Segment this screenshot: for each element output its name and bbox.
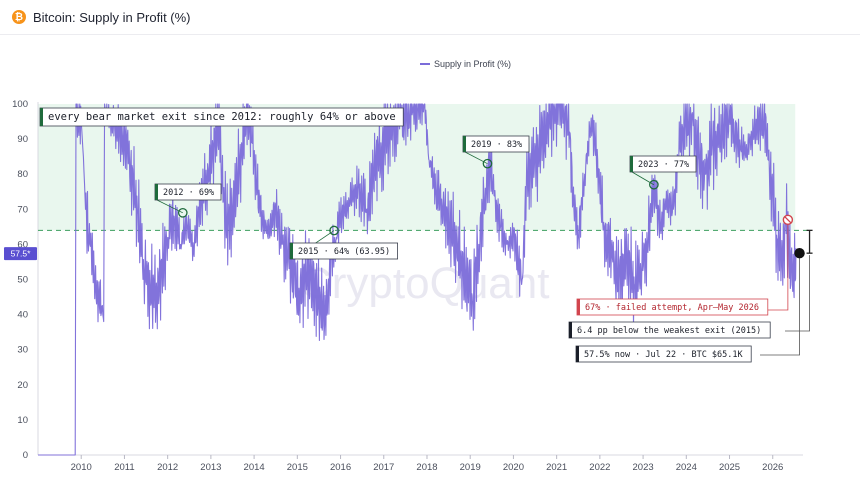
- annotation-marker: [649, 179, 659, 190]
- x-tick-label: 2020: [503, 462, 524, 473]
- failed-attempt-cross: [784, 216, 792, 224]
- gap-connector: [785, 255, 810, 332]
- now-label-accent: [576, 346, 579, 362]
- x-tick-label: 2010: [71, 462, 92, 473]
- y-tick-label: 80: [17, 169, 28, 180]
- x-tick-label: 2025: [719, 462, 740, 473]
- current-value-badge-text: 57.5*: [11, 248, 32, 258]
- x-tick-label: 2013: [200, 462, 221, 473]
- x-tick-label: 2017: [373, 462, 394, 473]
- chart-title: Bitcoin: Supply in Profit (%): [33, 9, 191, 25]
- failed-attempt-label-accent: [577, 299, 580, 315]
- annotation-label-2-accent: [463, 136, 466, 152]
- gap-note-label-text: 6.4 pp below the weakest exit (2015): [577, 326, 761, 336]
- annotation-label-3: 2023 · 77%: [629, 155, 697, 173]
- x-tick-label: 2019: [460, 462, 481, 473]
- annotation-label-3-text: 2023 · 77%: [638, 160, 689, 170]
- y-tick-label: 20: [17, 380, 28, 391]
- x-tick-label: 2015: [287, 462, 308, 473]
- x-tick-label: 2014: [244, 462, 265, 473]
- y-tick-label: 100: [12, 99, 28, 110]
- failed-attempt-connector: [760, 224, 789, 311]
- annotation-label-0-accent: [155, 184, 158, 200]
- x-tick-label: 2024: [676, 462, 697, 473]
- x-tick-label: 2018: [416, 462, 437, 473]
- x-tick-label: 2011: [114, 462, 134, 473]
- y-tick-label: 40: [17, 310, 28, 321]
- annotation-label-1: 2015 · 64% (63.95): [289, 242, 398, 260]
- annotation-marker: [177, 207, 188, 218]
- watermark: CryptoQuant: [300, 259, 549, 308]
- bitcoin-icon: ₿: [12, 10, 26, 24]
- annotation-label-2-text: 2019 · 83%: [471, 140, 522, 150]
- gap-note-label-accent: [569, 322, 572, 338]
- threshold-label-accent: [40, 108, 43, 126]
- y-tick-label: 30: [17, 345, 28, 356]
- annotation-label-1-accent: [290, 243, 293, 259]
- x-tick-label: 2016: [330, 462, 351, 473]
- x-tick-label: 2022: [589, 462, 610, 473]
- annotation-marker: [329, 225, 339, 236]
- annotation-label-1-text: 2015 · 64% (63.95): [298, 247, 390, 257]
- failed-attempt-label: 67% · failed attempt, Apr–May 2026: [576, 298, 769, 316]
- annotation-label-0: 2012 · 69%: [154, 183, 222, 201]
- y-tick-label: 0: [23, 450, 28, 461]
- y-tick-label: 90: [17, 134, 28, 145]
- annotation-label-2: 2019 · 83%: [462, 135, 530, 153]
- current-value-badge: [4, 247, 37, 261]
- legend[interactable]: Supply in Profit (%): [420, 59, 511, 69]
- annotation-label-0-text: 2012 · 69%: [163, 188, 214, 198]
- x-tick-label: 2023: [633, 462, 654, 473]
- x-tick-label: 2021: [546, 462, 567, 473]
- y-tick-label: 50: [17, 275, 28, 286]
- threshold-label-text: every bear market exit since 2012: rough…: [48, 111, 396, 123]
- gap-note-label: 6.4 pp below the weakest exit (2015): [568, 321, 771, 339]
- now-label: 57.5% now · Jul 22 · BTC $65.1K: [575, 345, 752, 363]
- y-tick-label: 60: [17, 239, 28, 250]
- annotation-marker: [482, 158, 493, 169]
- series-line-supply-in-profit: [37, 103, 798, 456]
- x-tick-label: 2012: [157, 462, 178, 473]
- now-connector: [760, 258, 800, 356]
- x-tick-label: 2026: [762, 462, 783, 473]
- y-tick-label: 10: [17, 415, 28, 426]
- chart-header: ₿ Bitcoin: Supply in Profit (%): [0, 0, 860, 35]
- threshold-label: every bear market exit since 2012: rough…: [39, 107, 404, 127]
- current-value-marker: [794, 247, 805, 259]
- now-label-text: 57.5% now · Jul 22 · BTC $65.1K: [584, 350, 744, 360]
- annotation-label-3-accent: [630, 156, 633, 172]
- y-tick-label: 70: [17, 204, 28, 215]
- failed-attempt-label-text: 67% · failed attempt, Apr–May 2026: [585, 303, 759, 313]
- legend-label: Supply in Profit (%): [434, 59, 511, 69]
